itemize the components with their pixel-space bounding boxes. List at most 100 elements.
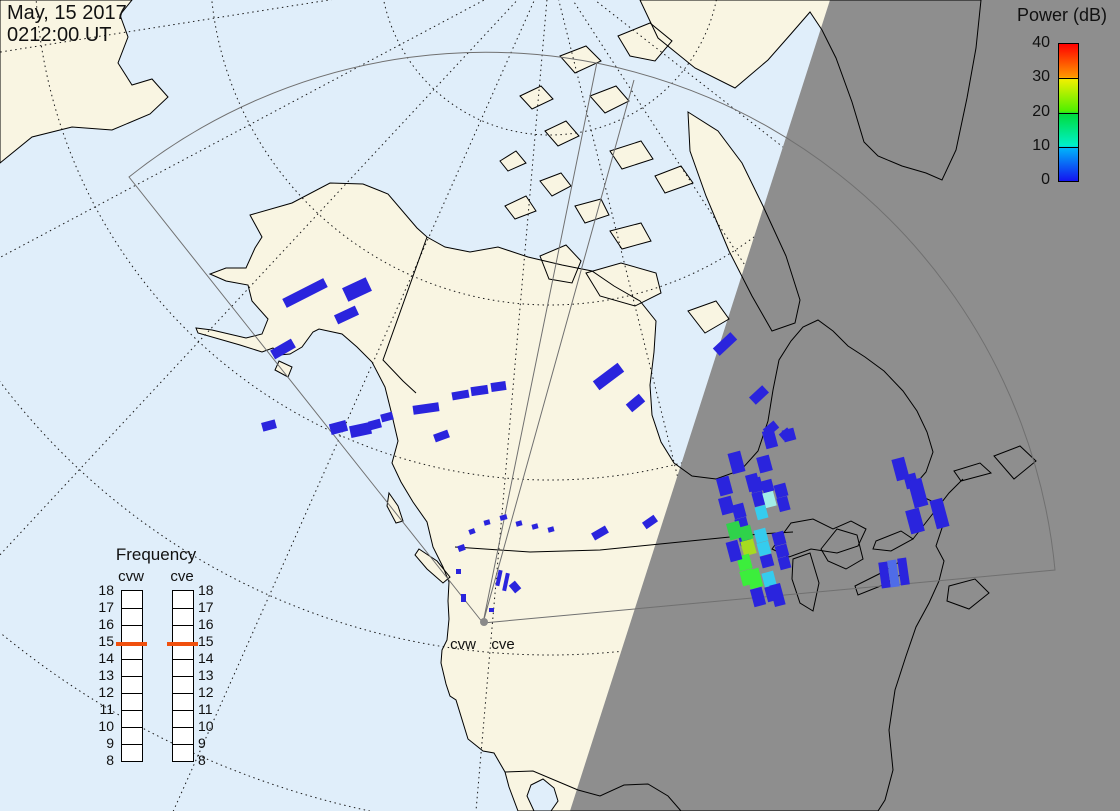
echo-cell: [725, 539, 743, 563]
echo-cell: [759, 553, 775, 569]
frequency-column-cve-label: cve: [170, 568, 194, 585]
echo-cell: [592, 362, 625, 391]
power-tick-label: 0: [1041, 171, 1050, 188]
frequency-tick-label: 9: [106, 735, 114, 751]
gulf-of-california: [526, 778, 559, 811]
radar-echo-cells: [261, 277, 950, 612]
echo-cell: [483, 519, 491, 526]
frequency-bar-segment-line: [122, 710, 142, 711]
echo-cell: [905, 507, 925, 535]
echo-cell: [470, 384, 489, 397]
echo-cell: [625, 393, 646, 413]
frequency-panel-title: Frequency: [115, 545, 197, 564]
frequency-tick-label: 14: [98, 650, 114, 666]
echo-cell: [891, 456, 910, 482]
lake-ontario: [872, 530, 914, 552]
frequency-tick-label: 8: [106, 752, 114, 768]
colorbar-division-line: [1059, 112, 1078, 114]
frequency-bar-segment-line: [122, 727, 142, 728]
frequency-tick-label: 16: [198, 616, 214, 632]
frequency-bar-segment-line: [173, 727, 193, 728]
frequency-tick-label: 11: [198, 701, 213, 717]
power-tick-label: 30: [1032, 68, 1050, 86]
lake-michigan: [791, 552, 820, 612]
echo-cell: [774, 543, 790, 559]
frequency-column-cvw-label: cvw: [118, 568, 144, 585]
echo-cell: [456, 569, 461, 574]
echo-cell: [756, 540, 772, 557]
site-label-cvw: cvw: [450, 636, 476, 653]
echo-cell: [502, 572, 510, 592]
echo-cell: [333, 305, 360, 325]
echo-cell: [756, 454, 773, 474]
echo-cell: [749, 385, 769, 405]
echo-cell: [547, 526, 555, 533]
frequency-tick-label: 10: [198, 718, 214, 734]
sonora-coast: [577, 783, 682, 811]
echo-cell: [641, 514, 659, 530]
echo-cell: [769, 582, 786, 608]
alaska-yukon-border: [382, 236, 428, 394]
echo-cell: [753, 527, 769, 544]
echo-cell: [738, 524, 754, 542]
echo-cell: [745, 567, 764, 590]
echo-cell: [457, 543, 466, 553]
echo-cell: [731, 502, 747, 520]
echo-cell: [878, 561, 891, 589]
frequency-bar-segment-line: [173, 744, 193, 745]
echo-cell: [261, 419, 277, 432]
echo-cell: [718, 495, 735, 516]
echo-cell: [727, 450, 746, 475]
frequency-bar-segment-line: [173, 625, 193, 626]
power-tick-label: 10: [1032, 136, 1050, 154]
frequency-bar-segment-line: [173, 710, 193, 711]
date-text: May, 15 2017: [7, 2, 127, 24]
frequency-tick-label: 17: [98, 599, 114, 615]
echo-cell: [781, 427, 797, 443]
power-tick-label: 40: [1032, 34, 1050, 51]
site-label-cve: cve: [491, 636, 515, 653]
echo-cell: [762, 490, 777, 509]
echo-cell: [748, 476, 764, 494]
us-mexico-border: [504, 770, 579, 791]
echo-cell: [531, 523, 539, 530]
echo-cell: [348, 421, 373, 439]
frequency-marker-cvw: [116, 642, 147, 647]
frequency-tick-label: 12: [198, 684, 214, 700]
frequency-bar-segment-line: [122, 625, 142, 626]
frequency-tick-label: 13: [198, 667, 214, 683]
frequency-tick-label: 9: [198, 735, 206, 751]
frequency-bar-segment-line: [173, 676, 193, 677]
night-terminator-region: [570, 0, 1120, 811]
echo-cell: [433, 429, 450, 443]
time-text: 0212:00 UT: [7, 24, 112, 46]
frequency-tick-label: 17: [198, 599, 214, 615]
echo-cell: [282, 278, 328, 308]
frequency-tick-label: 12: [98, 684, 114, 700]
frequency-tick-label: 10: [98, 718, 114, 734]
echo-cell: [773, 482, 789, 499]
echo-cell: [490, 380, 507, 393]
lake-huron: [820, 528, 864, 570]
echo-cell: [591, 525, 609, 541]
echo-cell: [749, 586, 767, 608]
echo-cell: [270, 338, 296, 360]
frequency-tick-label: 13: [98, 667, 114, 683]
echo-cell: [468, 528, 476, 535]
frequency-tick-label: 15: [98, 633, 114, 649]
power-legend-title: Power (dB): [1016, 5, 1108, 25]
echo-cell: [412, 402, 440, 415]
frequency-bar-cve: [172, 590, 194, 762]
echo-cell: [451, 389, 470, 401]
echo-cell: [771, 530, 787, 547]
echo-cell: [907, 477, 929, 509]
echo-cell: [887, 559, 900, 588]
echo-cell: [760, 478, 775, 494]
power-tick-label: 20: [1032, 102, 1050, 120]
frequency-bar-segment-line: [122, 744, 142, 745]
echo-cell: [740, 538, 757, 557]
timestamp-block: May, 15 2017 0212:00 UT: [7, 2, 127, 46]
echo-cell: [929, 497, 950, 530]
